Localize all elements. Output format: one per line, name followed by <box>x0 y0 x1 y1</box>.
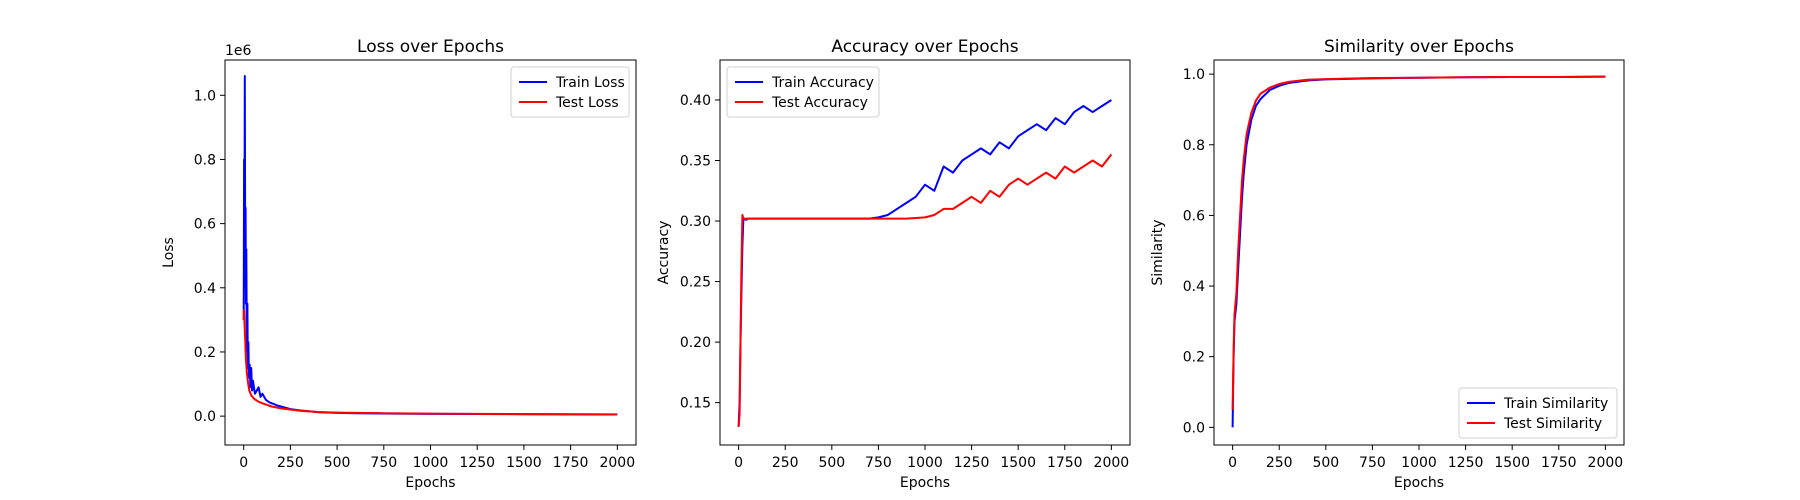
x-tick-label: 1000 <box>1401 455 1437 471</box>
x-tick-label: 500 <box>1312 455 1339 471</box>
x-tick-label: 750 <box>370 455 397 471</box>
x-tick-label: 1250 <box>954 455 990 471</box>
x-tick-label: 0 <box>734 455 743 471</box>
x-tick-label: 1500 <box>1494 455 1530 471</box>
legend-label: Train Accuracy <box>771 75 874 91</box>
y-tick-label: 0.6 <box>1183 208 1205 224</box>
y-tick-label: 0.15 <box>680 396 711 412</box>
series-line-test <box>242 309 618 416</box>
y-tick-label: 0.40 <box>680 93 711 109</box>
x-tick-label: 750 <box>1359 455 1386 471</box>
y-tick-label: 0.8 <box>1183 138 1205 154</box>
y-tick-label: 0.4 <box>1183 279 1205 295</box>
x-tick-label: 1000 <box>413 455 449 471</box>
x-tick-label: 2000 <box>599 455 635 471</box>
legend: Train Accuracy Test Accuracy <box>726 66 880 118</box>
y-tick-label: 0.2 <box>194 345 216 361</box>
x-tick-label: 1500 <box>1000 455 1036 471</box>
legend-label: Train Loss <box>555 75 625 91</box>
legend: Train Loss Test Loss <box>510 66 630 118</box>
axes-frame <box>1213 59 1625 446</box>
series-line-train <box>737 99 1112 427</box>
legend-label: Test Similarity <box>1503 416 1602 432</box>
x-tick-label: 500 <box>818 455 845 471</box>
x-axis-label: Epochs <box>1394 475 1444 491</box>
y-axis-label: Loss <box>161 237 177 268</box>
y-tick-label: 0.30 <box>680 214 711 230</box>
x-tick-label: 250 <box>277 455 304 471</box>
x-tick-label: 1250 <box>459 455 495 471</box>
y-axis-label: Similarity <box>1150 219 1166 285</box>
y-tick-label: 0.25 <box>680 275 711 291</box>
x-tick-label: 250 <box>1266 455 1293 471</box>
x-axis-label: Epochs <box>405 475 455 491</box>
series-line-train <box>1231 75 1606 428</box>
series-line-test <box>737 153 1113 427</box>
x-axis-label: Epochs <box>900 475 950 491</box>
legend-label: Train Similarity <box>1503 396 1608 412</box>
x-tick-label: 250 <box>772 455 799 471</box>
legend-box <box>1458 387 1618 439</box>
legend-box <box>726 66 880 118</box>
x-tick-label: 1500 <box>506 455 542 471</box>
x-tick-label: 1750 <box>1541 455 1577 471</box>
x-tick-label: 1000 <box>907 455 943 471</box>
y-axis-label: Accuracy <box>656 221 672 285</box>
y-tick-label: 1.0 <box>194 88 216 104</box>
chart-2: 0 250 500 750 1000 1250 1500 1750 2000 0.15 0.20 0.… <box>656 37 1131 491</box>
legend-label: Test Accuracy <box>771 95 868 111</box>
x-tick-label: 750 <box>865 455 892 471</box>
x-tick-label: 500 <box>324 455 351 471</box>
series-line-test <box>1231 75 1606 410</box>
series-line-train <box>242 75 618 416</box>
chart-title: Loss over Epochs <box>357 37 504 57</box>
x-tick-label: 0 <box>1228 455 1237 471</box>
axes-frame <box>224 59 637 446</box>
y-tick-label: 0.4 <box>194 281 216 297</box>
x-tick-label: 1750 <box>1047 455 1083 471</box>
chart-1: 0 250 500 750 1000 1250 1500 1750 2000 0.0 0.2 0.4 0… <box>161 37 637 491</box>
y-tick-label: 0.6 <box>194 217 216 233</box>
chart-title: Accuracy over Epochs <box>831 37 1018 57</box>
y-tick-label: 0.8 <box>194 152 216 168</box>
x-tick-label: 2000 <box>1094 455 1130 471</box>
chart-title: Similarity over Epochs <box>1324 37 1514 57</box>
y-tick-label: 1.0 <box>1183 67 1205 83</box>
x-tick-label: 1750 <box>553 455 589 471</box>
y-tick-label: 0.0 <box>194 409 216 425</box>
legend-box <box>510 66 630 118</box>
chart-3: 0 250 500 750 1000 1250 1500 1750 2000 0.0 0.2 0.4 0… <box>1150 37 1625 491</box>
legend: Train Similarity Test Similarity <box>1458 387 1618 439</box>
x-tick-label: 0 <box>239 455 248 471</box>
legend-label: Test Loss <box>555 95 619 111</box>
x-tick-label: 2000 <box>1588 455 1624 471</box>
y-tick-label: 0.2 <box>1183 350 1205 366</box>
y-tick-label: 0.35 <box>680 153 711 169</box>
y-tick-label: 0.0 <box>1183 420 1205 436</box>
y-offset-label: 1e6 <box>225 43 252 59</box>
y-tick-label: 0.20 <box>680 335 711 351</box>
x-tick-label: 1250 <box>1448 455 1484 471</box>
